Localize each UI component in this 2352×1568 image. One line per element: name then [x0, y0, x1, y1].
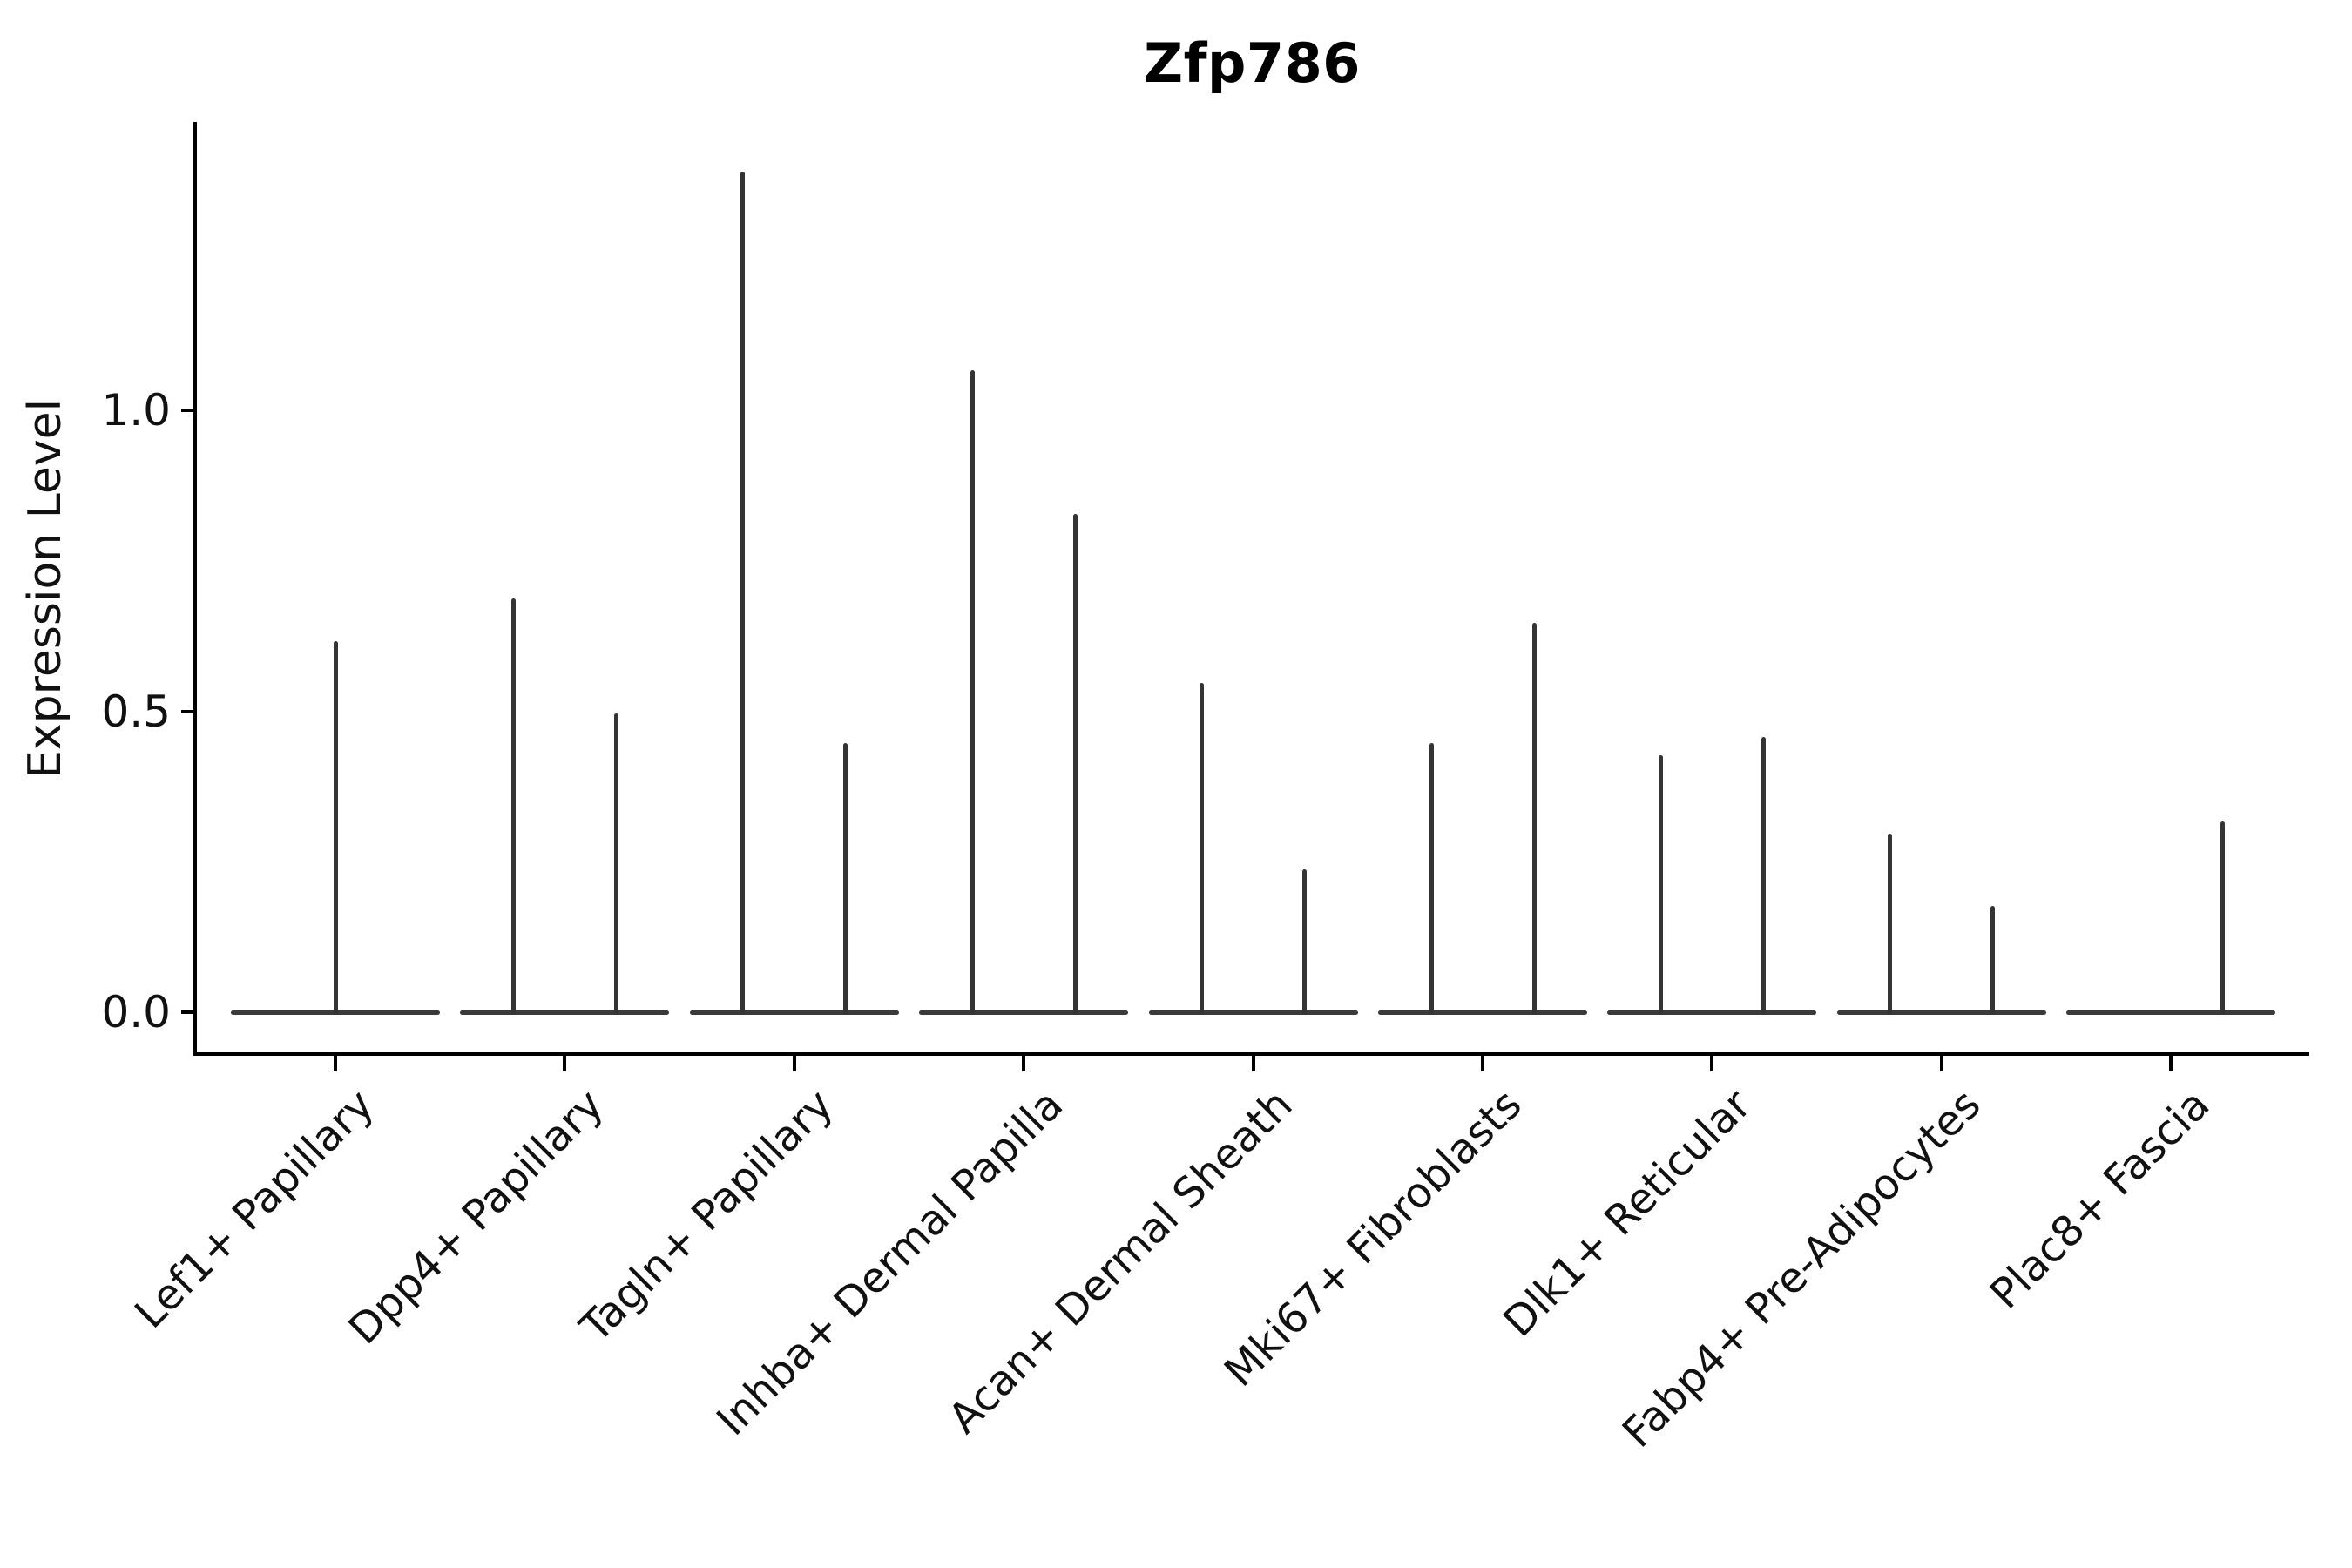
- x-tick-label: Tagln+ Papillary: [571, 1080, 843, 1352]
- violin-peak: [333, 640, 338, 1014]
- x-tick-mark: [1251, 1056, 1255, 1071]
- x-tick-mark: [1022, 1056, 1026, 1071]
- violin-peak: [843, 743, 848, 1014]
- plot-title: Zfp786: [1144, 31, 1361, 95]
- x-tick-mark: [1481, 1056, 1484, 1071]
- violin-peak: [1658, 754, 1663, 1014]
- violin-baseline: [919, 1010, 1129, 1015]
- violin-peak: [1302, 869, 1308, 1014]
- x-tick-label: Lef1+ Papillary: [125, 1080, 384, 1338]
- y-tick-label: 0.0: [101, 987, 171, 1037]
- violin-baseline: [460, 1010, 670, 1015]
- violin-baseline: [1378, 1010, 1587, 1015]
- x-tick-label: Plac8+ Fascia: [1981, 1080, 2220, 1319]
- violin-peak: [1429, 743, 1434, 1014]
- x-tick-mark: [563, 1056, 567, 1071]
- violin-baseline: [1148, 1010, 1358, 1015]
- violin-baseline: [1836, 1010, 2046, 1015]
- violin-peak: [1200, 682, 1205, 1014]
- violin-baseline: [1607, 1010, 1817, 1015]
- x-tick-mark: [1939, 1056, 1943, 1071]
- violin-baseline: [689, 1010, 899, 1015]
- x-tick-mark: [1710, 1056, 1714, 1071]
- x-tick-label: Dpp4+ Papillary: [339, 1080, 614, 1355]
- violin-peak: [970, 369, 975, 1014]
- x-tick-mark: [792, 1056, 796, 1071]
- violin-peak: [2220, 821, 2225, 1014]
- x-tick-label: Dlk1+ Reticular: [1494, 1080, 1761, 1347]
- x-tick-mark: [334, 1056, 337, 1071]
- y-tick-mark: [181, 1010, 195, 1014]
- x-tick-mark: [2169, 1056, 2173, 1071]
- violin-peak: [1072, 514, 1078, 1014]
- violin-peak: [1888, 833, 1893, 1014]
- violin-baseline: [2066, 1010, 2276, 1015]
- violin-peak: [1761, 737, 1766, 1014]
- y-tick-mark: [181, 409, 195, 412]
- y-tick-label: 1.0: [101, 385, 171, 436]
- x-axis-spine: [193, 1052, 2309, 1056]
- violin-peak: [740, 171, 746, 1014]
- y-axis-spine: [193, 122, 197, 1056]
- y-tick-label: 0.5: [101, 686, 171, 737]
- violin-peak: [1990, 905, 1996, 1014]
- violin-peak: [1531, 622, 1537, 1014]
- y-tick-mark: [181, 709, 195, 713]
- violin-peak: [613, 713, 618, 1014]
- violin-peak: [510, 598, 516, 1014]
